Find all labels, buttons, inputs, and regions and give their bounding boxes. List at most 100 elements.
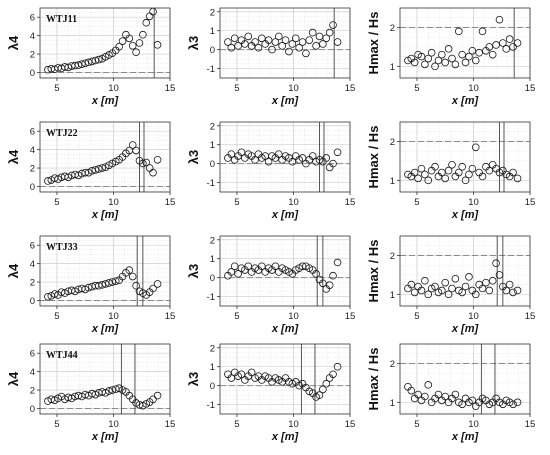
plot-frame: [219, 7, 351, 79]
data-point: [244, 32, 253, 41]
y-tick-label: 2: [390, 23, 395, 34]
plot-background: [400, 236, 530, 306]
data-point: [502, 45, 511, 53]
y-tick-label: 1: [210, 26, 215, 37]
plot-frame: [219, 235, 351, 307]
data-point: [64, 63, 73, 72]
data-point: [513, 286, 522, 295]
x-axis-label: x [m]: [91, 209, 119, 221]
data-point: [322, 34, 331, 43]
data-point: [414, 174, 422, 183]
x-tick-label: 10: [468, 83, 479, 94]
data-point: [458, 50, 466, 59]
data-point: [410, 168, 419, 177]
data-point: [333, 148, 342, 157]
x-tick-label: 15: [345, 419, 356, 430]
data-point: [319, 385, 327, 394]
x-axis-label: x [m]: [451, 431, 479, 443]
x-axis-label: x [m]: [271, 95, 299, 107]
data-point: [478, 172, 487, 181]
data-point: [230, 34, 239, 43]
data-point: [84, 283, 93, 292]
y-tick-label: 0: [30, 182, 35, 193]
data-point: [513, 398, 522, 407]
y-tick-label: 1: [390, 62, 395, 73]
data-point: [50, 290, 59, 298]
data-point: [74, 61, 83, 69]
data-point: [105, 387, 113, 395]
data-point: [319, 40, 327, 48]
data-point: [274, 150, 283, 158]
data-point: [271, 38, 280, 46]
data-point: [488, 276, 497, 285]
data-point: [424, 176, 433, 185]
x-tick-label: 10: [108, 197, 119, 208]
data-point: [258, 34, 266, 43]
data-point: [139, 159, 147, 168]
x-tick-label: 10: [288, 419, 299, 430]
data-point: [281, 36, 290, 44]
data-point: [485, 43, 494, 51]
data-point: [268, 45, 276, 54]
data-point: [329, 21, 337, 29]
panel-wtj11-l3: 5 10 15 x [m] -1 0 1 2 λ3: [186, 7, 355, 107]
row-label: WTJ11: [46, 14, 77, 25]
data-point: [458, 400, 466, 409]
data-point: [288, 157, 297, 166]
data-point: [458, 162, 466, 171]
data-point: [509, 288, 517, 297]
x-tick-label: 15: [165, 311, 176, 322]
data-point: [91, 56, 100, 65]
x-tick-label: 15: [525, 419, 536, 430]
x-tick-label: 5: [234, 197, 239, 208]
data-point: [94, 55, 103, 64]
data-point: [434, 56, 443, 65]
x-tick-label: 5: [234, 83, 239, 94]
data-point: [312, 270, 320, 278]
y-tick-label: 4: [30, 367, 35, 378]
plot-frame: [219, 121, 351, 193]
y-tick-label: 0: [210, 159, 215, 170]
data-point: [451, 60, 460, 69]
data-point: [438, 168, 446, 177]
data-point: [125, 266, 134, 274]
x-axis-label: x [m]: [451, 95, 479, 107]
data-point: [495, 15, 504, 24]
x-tick-label: 5: [54, 311, 59, 322]
panel-wtj44-l3: 5 10 15 x [m] -1 0 1 2 λ3: [186, 343, 355, 443]
plot-frame: [39, 343, 171, 415]
data-point: [448, 54, 456, 63]
data-point: [499, 39, 507, 47]
data-point: [417, 286, 426, 295]
y-tick-label: -1: [207, 292, 215, 303]
x-tick-label: 10: [468, 197, 479, 208]
data-point: [488, 50, 497, 59]
plot-background: [400, 8, 530, 78]
data-point: [407, 386, 416, 395]
data-point: [319, 279, 327, 288]
data-point: [424, 290, 433, 299]
x-tick-label: 10: [288, 197, 299, 208]
data-point: [153, 155, 162, 164]
data-point: [509, 400, 517, 409]
data-point: [291, 34, 300, 43]
data-point: [264, 36, 273, 44]
data-point: [153, 391, 162, 400]
data-point: [431, 62, 439, 71]
data-point: [98, 164, 106, 172]
data-point: [230, 262, 239, 271]
data-point: [108, 386, 117, 394]
y-tick-label: 4: [30, 259, 35, 270]
y-tick-label: 2: [390, 359, 395, 370]
data-point: [509, 168, 517, 177]
data-point: [427, 48, 436, 57]
data-point: [278, 42, 286, 50]
data-point: [254, 43, 263, 52]
x-tick-label: 15: [165, 83, 176, 94]
data-point: [438, 50, 446, 59]
data-point: [505, 280, 514, 289]
y-tick-label: 2: [30, 278, 35, 289]
data-point: [471, 290, 480, 299]
y-axis-label: λ4: [6, 263, 21, 278]
y-tick-label: 6: [30, 127, 35, 138]
